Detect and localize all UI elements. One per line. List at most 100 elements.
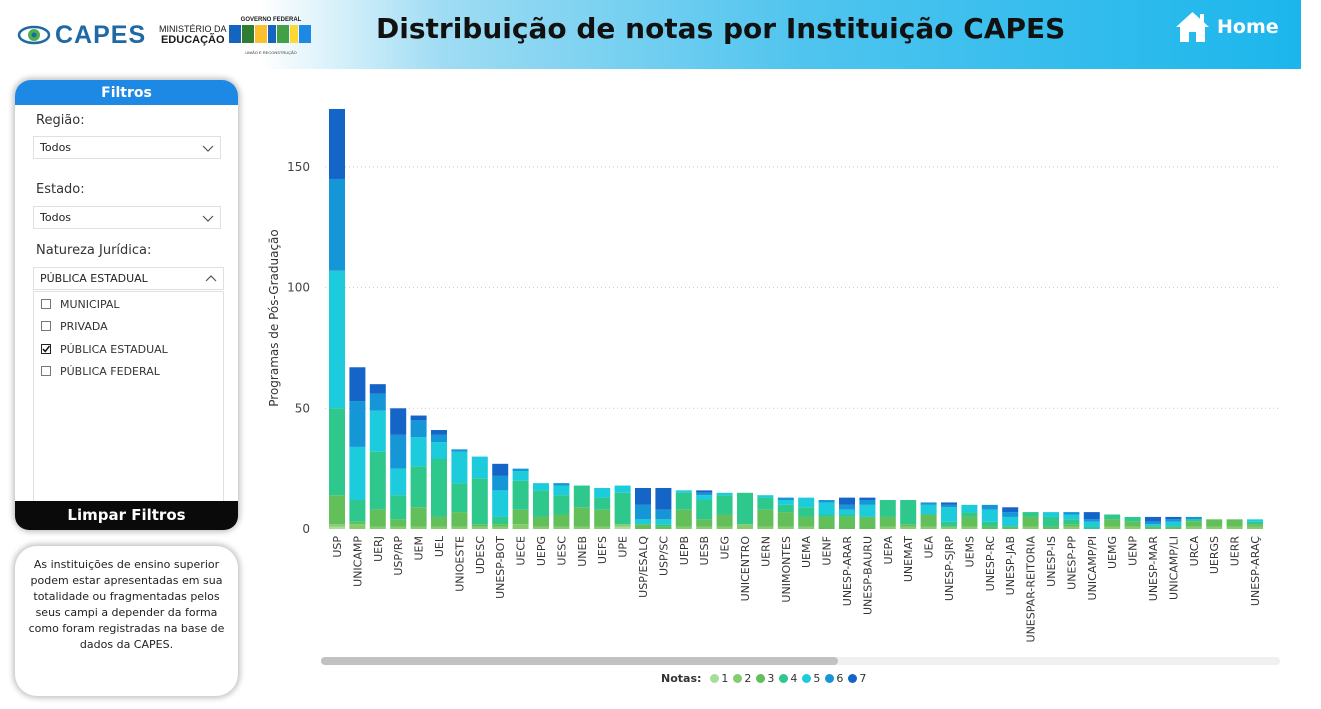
bar-segment (839, 516, 855, 529)
option-publica-federal[interactable]: PÚBLICA FEDERAL (41, 363, 160, 379)
x-tick-label: UNIMONTES (780, 536, 793, 603)
bar-segment (594, 487, 611, 498)
legend-label: 6 (836, 672, 844, 685)
checkbox-municipal[interactable] (41, 299, 51, 309)
bar-segment (369, 451, 386, 510)
bar-segment (1247, 521, 1263, 525)
bar-segment (533, 516, 549, 527)
x-tick-label: UEL (433, 535, 446, 557)
x-tick-label: UERGS (1208, 536, 1221, 574)
x-tick-label: UNESP-RC (984, 536, 997, 592)
bar-segment (757, 509, 774, 527)
ministry-logo: MINISTÉRIO DA EDUCAÇÃO (159, 24, 227, 46)
bar-segment (818, 516, 835, 529)
legend-label: 2 (744, 672, 752, 685)
y-tick-label: 100 (287, 281, 310, 295)
legend-item: 6 (825, 672, 843, 685)
bar-segment (675, 509, 692, 527)
x-tick-label: UNESP-ARAR (841, 536, 854, 607)
bar-segment (349, 446, 366, 501)
x-tick-label: UEG (719, 536, 732, 560)
bar-segment (329, 270, 345, 409)
bar-segment (431, 516, 447, 527)
bar-segment (594, 526, 611, 529)
estado-dropdown[interactable]: Todos (33, 206, 221, 229)
bar-segment (594, 509, 611, 527)
bar-segment (329, 108, 345, 179)
bar-segment (512, 471, 529, 481)
bar-segment (329, 178, 345, 271)
bar-segment (798, 526, 815, 529)
option-privada[interactable]: PRIVADA (41, 318, 108, 334)
x-tick-label: UEPA (882, 536, 895, 565)
bar-segment (941, 521, 957, 527)
natureza-options-list: MUNICIPAL PRIVADA PÚBLICA ESTADUAL PÚBLI… (33, 291, 224, 503)
bar-segment (1145, 526, 1161, 529)
x-tick-label: UNESP-BOT (494, 536, 507, 599)
bar-segment (573, 485, 590, 508)
bar-segment (777, 500, 794, 505)
bar-segment (757, 497, 774, 510)
x-tick-label: UERR (1229, 536, 1242, 567)
bar-segment (451, 483, 468, 513)
x-tick-label: UEM (413, 536, 426, 561)
x-tick-label: UEPB (678, 536, 691, 565)
bar-segment (492, 490, 509, 517)
x-tick-label: UESB (698, 536, 711, 566)
checkbox-publica-federal[interactable] (41, 366, 51, 376)
bar-segment (614, 526, 631, 529)
option-label: PÚBLICA FEDERAL (60, 364, 160, 378)
x-tick-label: UENF (821, 536, 834, 566)
bar-segment (1206, 526, 1223, 529)
bar-segment (1247, 524, 1263, 527)
bar-segment (675, 526, 692, 529)
bar-segment (573, 507, 590, 527)
bar-segment (533, 490, 549, 517)
x-tick-label: UPE (617, 536, 630, 558)
clear-filters-button[interactable]: Limpar Filtros (15, 501, 238, 530)
bar-segment (1247, 526, 1263, 529)
bar-segment (839, 504, 855, 510)
regiao-dropdown[interactable]: Todos (33, 136, 221, 159)
x-tick-label: UNESP-JAB (1004, 536, 1017, 595)
x-tick-label: UERN (759, 536, 772, 567)
bar-segment (614, 492, 631, 525)
bar-segment (1226, 519, 1243, 527)
legend-item: 4 (779, 672, 797, 685)
home-button[interactable]: Home (1175, 10, 1279, 44)
bar-segment (451, 449, 468, 452)
bar-segment (1165, 516, 1182, 520)
natureza-dropdown[interactable]: PÚBLICA ESTADUAL (33, 267, 224, 290)
bar-segment (839, 514, 855, 517)
bar-segment (1063, 519, 1080, 525)
bar-segment (716, 492, 733, 496)
natureza-value: PÚBLICA ESTADUAL (40, 272, 148, 285)
bar-segment (777, 497, 794, 501)
bar-segment (696, 526, 713, 529)
bar-segment (553, 514, 570, 527)
chart-horizontal-scrollbar[interactable] (321, 657, 1280, 665)
y-axis-label: Programas de Pós-Graduação (267, 229, 281, 407)
x-tick-label: UNEMAT (902, 536, 915, 582)
bar-segment (1002, 512, 1019, 517)
option-publica-estadual[interactable]: PÚBLICA ESTADUAL (41, 341, 168, 357)
ministry-line1: MINISTÉRIO DA (159, 24, 227, 34)
bar-segment (369, 393, 386, 411)
bar-segment (1165, 526, 1182, 529)
ministry-line2: EDUCAÇÃO (160, 34, 225, 46)
scrollbar-thumb[interactable] (321, 657, 838, 665)
bar-segment (1124, 521, 1141, 527)
option-municipal[interactable]: MUNICIPAL (41, 296, 120, 312)
bar-segment (1104, 526, 1121, 529)
bar-segment (981, 504, 998, 510)
checkbox-publica-estadual[interactable] (41, 344, 51, 354)
bar-segment (1104, 514, 1121, 520)
bar-segment (981, 521, 998, 527)
x-tick-label: UEPG (535, 536, 548, 566)
capes-logo-text: CAPES (55, 20, 147, 49)
bar-segment (1043, 526, 1059, 529)
checkbox-privada[interactable] (41, 321, 51, 331)
bar-segment (900, 500, 917, 525)
bar-segment (655, 519, 672, 525)
x-tick-label: UNESP-BAURU (861, 536, 874, 615)
